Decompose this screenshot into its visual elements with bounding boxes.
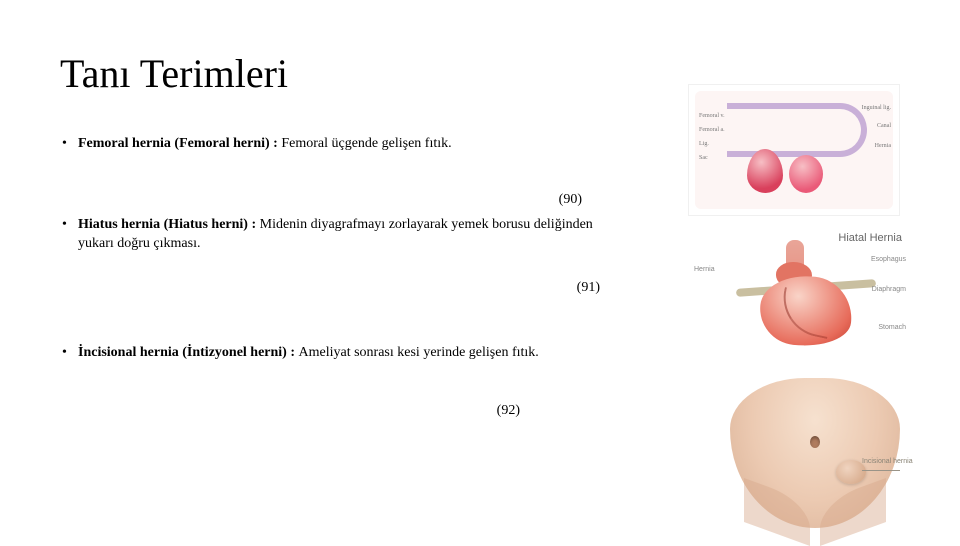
citation: (90) xyxy=(60,192,600,208)
fig-label: Sac xyxy=(699,155,708,161)
fig-label: Stomach xyxy=(878,324,906,331)
term: İncisional hernia (İntizyonel herni) : xyxy=(78,345,299,360)
bullet-text: Hiatus hernia (Hiatus herni) : Midenin d… xyxy=(78,216,600,254)
bullet-text: Femoral hernia (Femoral herni) : Femoral… xyxy=(78,135,600,154)
fig-label: Inguinal lig. xyxy=(862,105,891,111)
hernia-blob-icon xyxy=(789,155,823,193)
definition: Ameliyat sonrası kesi yerinde gelişen fı… xyxy=(299,345,539,360)
figure-title: Hiatal Hernia xyxy=(838,232,902,244)
fig-label: Femoral v. xyxy=(699,113,725,119)
fig-label: Hernia xyxy=(875,143,891,149)
figure-hiatal-hernia: Hiatal Hernia Hernia Esophagus Diaphragm… xyxy=(688,232,908,360)
bullet-text: İncisional hernia (İntizyonel herni) : A… xyxy=(78,344,600,363)
fig-label: Incisional hernia xyxy=(862,458,922,465)
item-text: İncisional hernia (İntizyonel herni) : A… xyxy=(60,344,620,419)
figure-incisional-hernia: Incisional hernia xyxy=(730,378,900,528)
citation: (92) xyxy=(60,403,600,419)
item-text: Femoral hernia (Femoral herni) : Femoral… xyxy=(60,135,620,208)
definition: Femoral üçgende gelişen fıtık. xyxy=(281,136,451,151)
pointer-line xyxy=(862,470,900,471)
term: Hiatus hernia (Hiatus herni) : xyxy=(78,217,260,232)
fig-label: Diaphragm xyxy=(872,286,906,293)
citation: (91) xyxy=(60,280,600,296)
fig-label: Lig. xyxy=(699,141,709,147)
fig-label: Canal xyxy=(877,123,891,129)
term: Femoral hernia (Femoral herni) : xyxy=(78,136,281,151)
fig-label: Esophagus xyxy=(871,256,906,263)
fig-label: Femoral a. xyxy=(699,127,725,133)
navel-icon xyxy=(810,436,820,448)
fig-label: Hernia xyxy=(694,266,715,273)
canal-shape xyxy=(727,103,867,157)
slide: Tanı Terimleri Femoral hernia (Femoral h… xyxy=(0,0,960,540)
hernia-blob-icon xyxy=(747,149,783,193)
figure-femoral-hernia: Femoral v. Femoral a. Lig. Sac Inguinal … xyxy=(688,84,900,216)
item-text: Hiatus hernia (Hiatus herni) : Midenin d… xyxy=(60,216,620,296)
